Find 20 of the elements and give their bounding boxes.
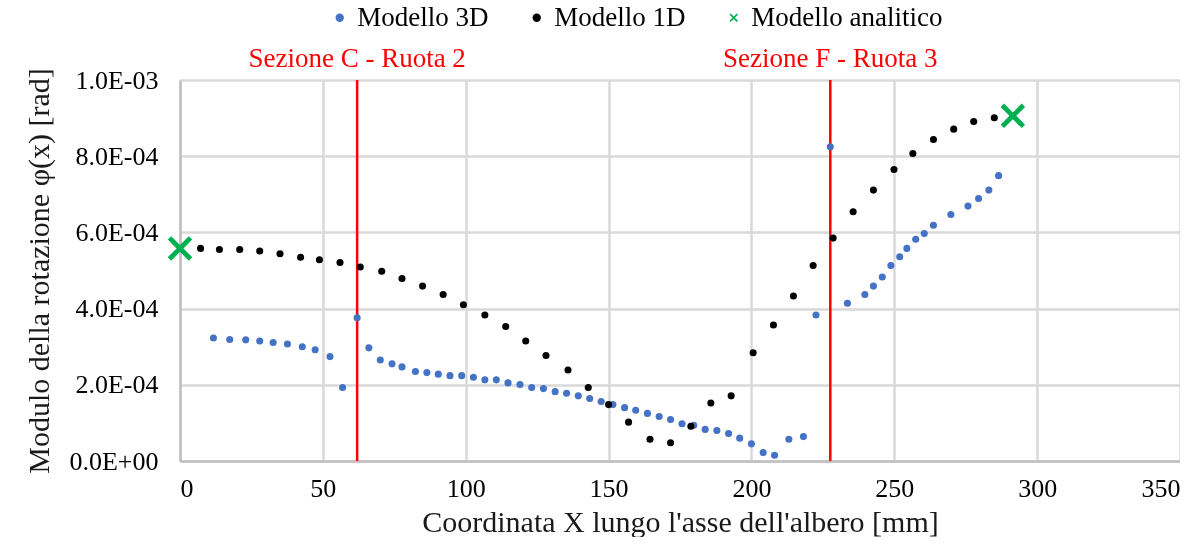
x-tick-label: 100 [446,473,486,503]
x-tick-label: 250 [875,473,915,503]
ref-line-label: Sezione C - Ruota 2 [248,43,466,73]
y-tick-label: 6.0E-04 [75,217,159,247]
y-tick-label: 4.0E-04 [75,294,159,324]
y-tick-label: 0.0E+00 [69,446,159,476]
x-tick-label: 300 [1018,473,1058,503]
y-tick-label: 1.0E-03 [75,65,159,95]
y-tick-label: 2.0E-04 [75,370,159,400]
legend-label: Modello 1D [554,1,686,32]
x-tick-label: 150 [589,473,629,503]
x-tick-label: 50 [310,473,337,503]
x-tick-label: 350 [1141,473,1181,503]
y-tick-label: 8.0E-04 [75,141,159,171]
legend-label: Modello 3D [357,1,489,32]
ref-line-label: Sezione F - Ruota 3 [723,43,938,73]
x-tick-label: 200 [732,473,772,503]
x-tick-label: 0 [180,473,194,503]
legend-label: Modello analitico [751,1,943,32]
y-axis-title: Modulo della rotazione φ(x) [rad] [22,68,57,474]
